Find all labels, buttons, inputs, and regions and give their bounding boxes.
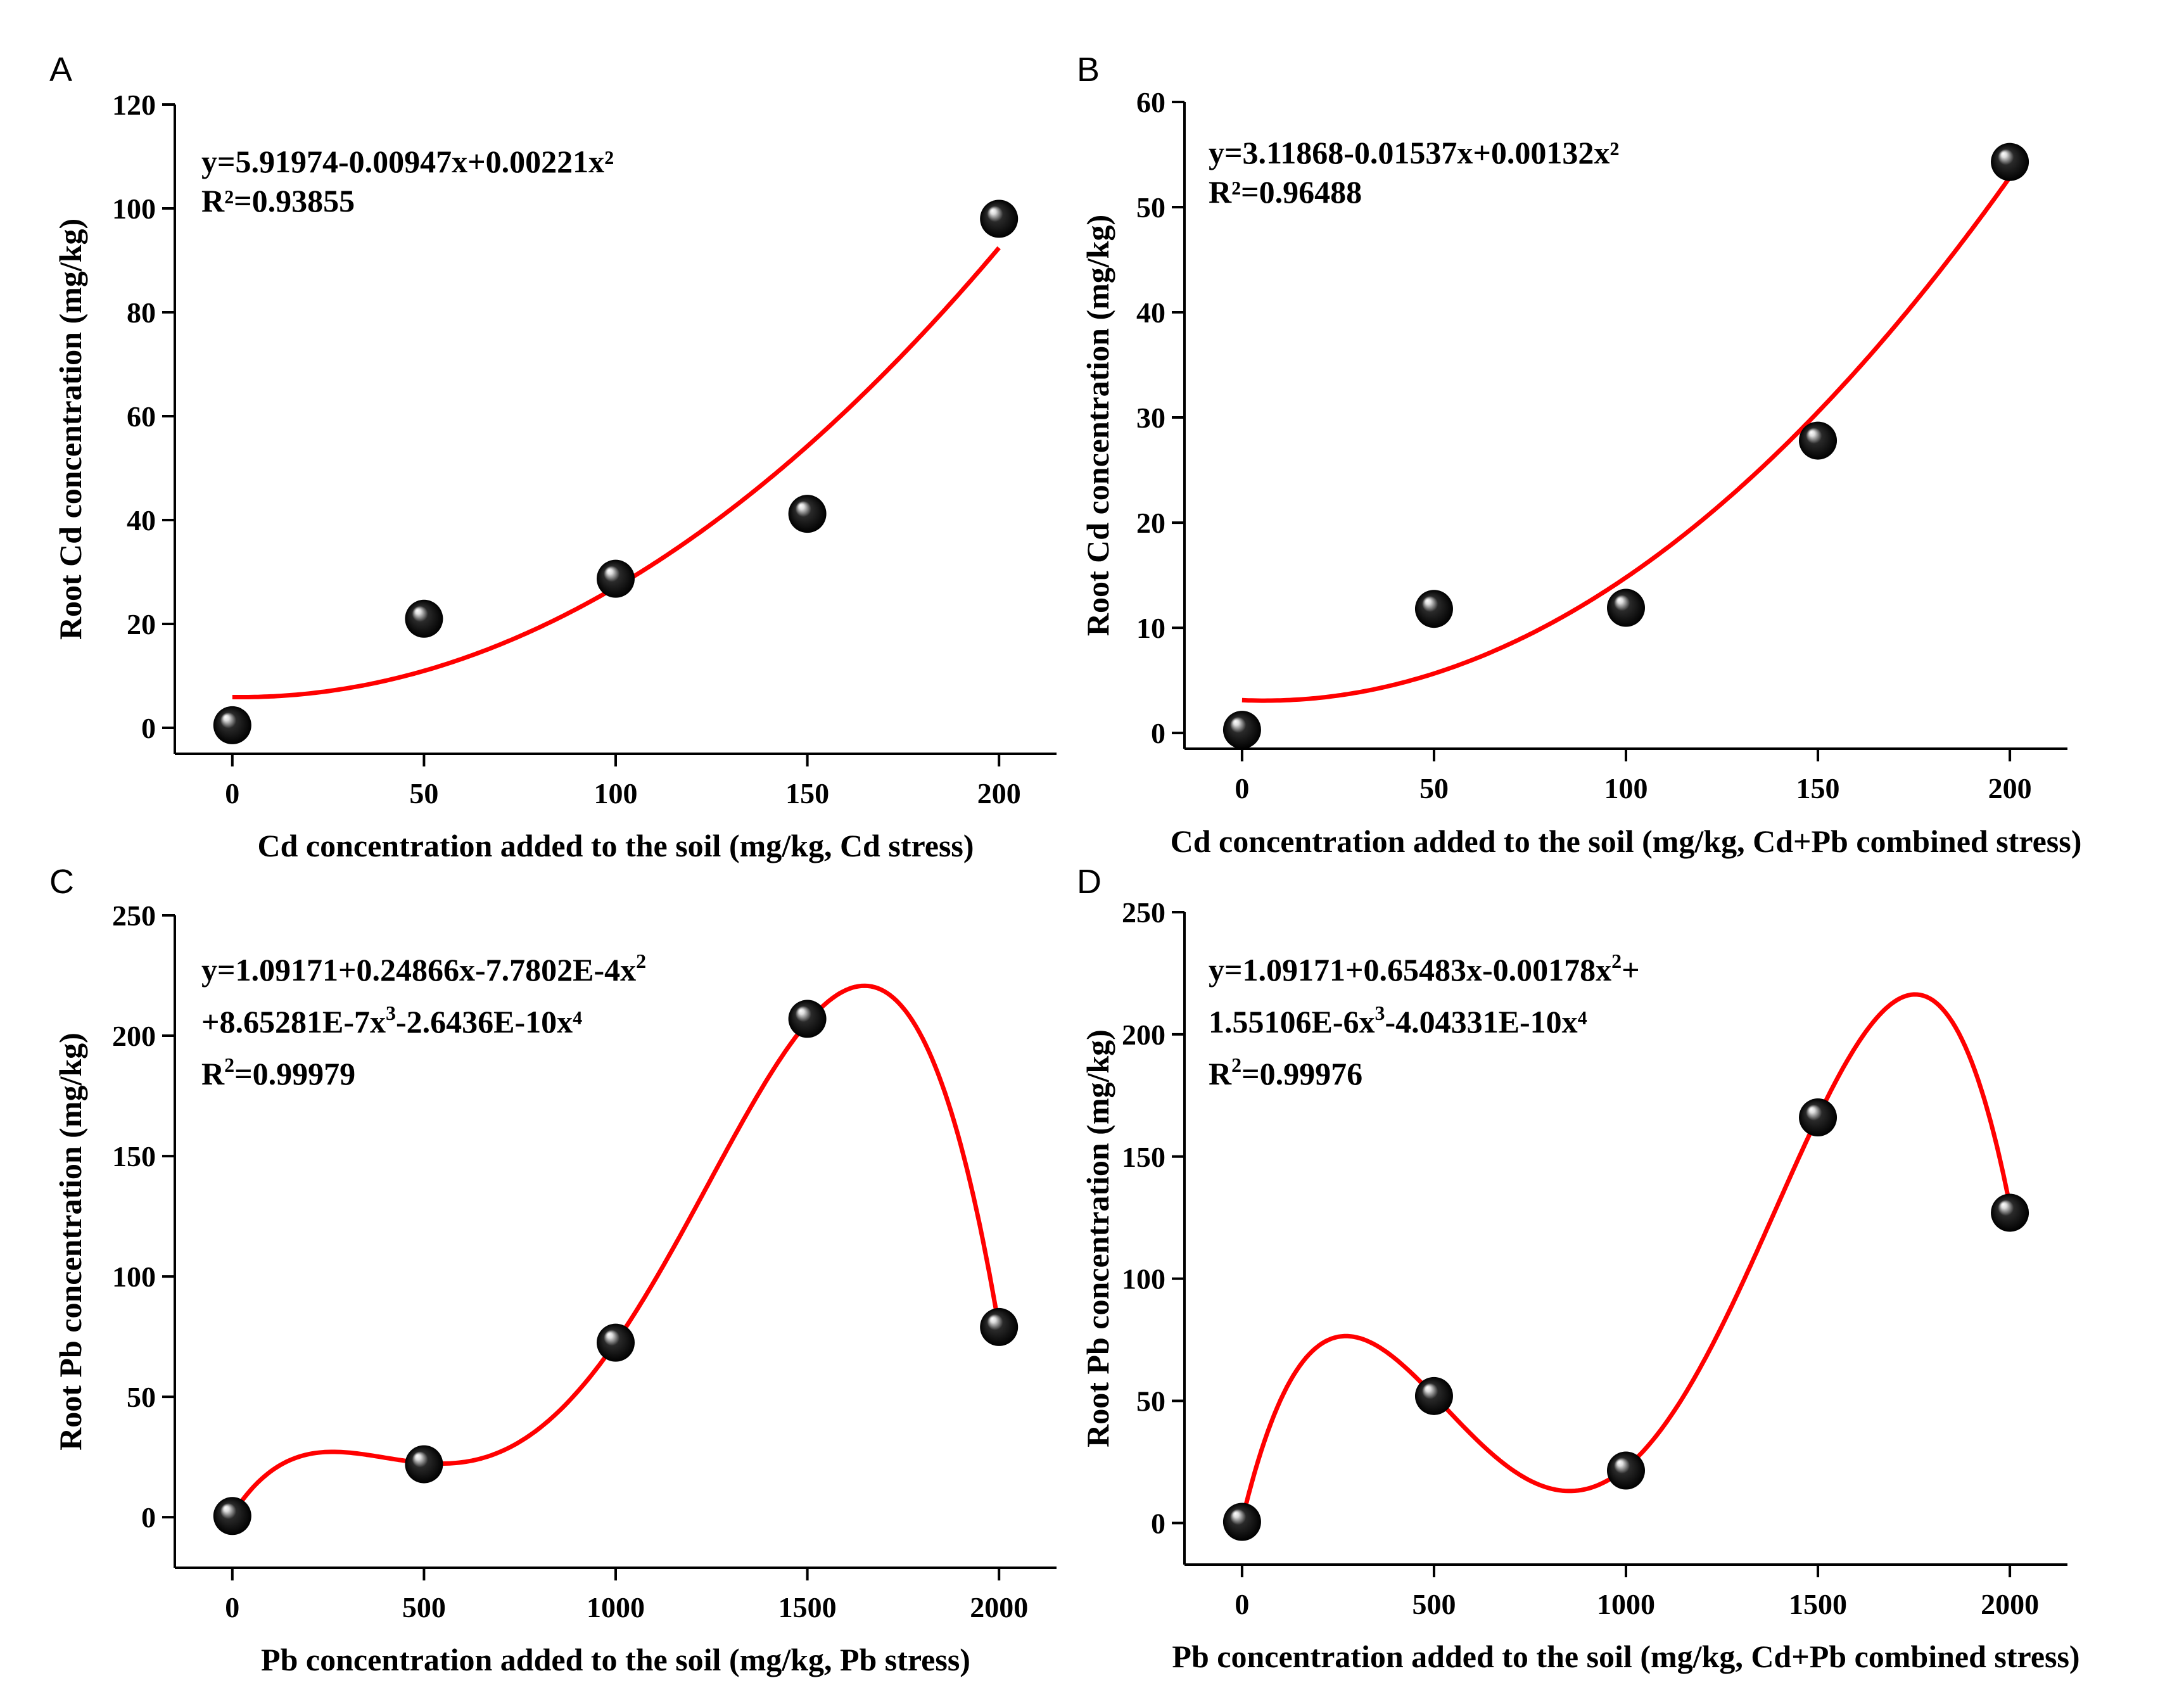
- data-point: [1991, 143, 2029, 181]
- x-tick-label: 500: [402, 1591, 446, 1624]
- x-tick-label: 1000: [1597, 1588, 1655, 1620]
- data-point: [597, 1323, 635, 1362]
- y-tick-label: 30: [1136, 402, 1165, 434]
- x-axis-title: Pb concentration added to the soil (mg/k…: [261, 1642, 970, 1677]
- y-tick-label: 50: [127, 1381, 156, 1413]
- x-tick-label: 200: [1988, 772, 2032, 804]
- equation-line: y=3.11868-0.01537x+0.00132x²: [1209, 135, 1619, 170]
- y-tick-label: 100: [112, 193, 156, 225]
- data-point: [1414, 590, 1453, 628]
- panel-letter: D: [1077, 863, 1102, 901]
- fit-curve: [232, 246, 1001, 699]
- y-tick-label: 40: [1136, 296, 1165, 329]
- equation-line: 1.55106E-6x3-4.04331E-10x⁴: [1209, 1001, 1587, 1039]
- data-point: [213, 706, 251, 744]
- equation-line: y=1.09171+0.65483x-0.00178x2+: [1209, 950, 1640, 988]
- y-tick-label: 0: [141, 1501, 156, 1534]
- equation-line: R²=0.96488: [1209, 174, 1362, 210]
- data-point: [1991, 1193, 2029, 1232]
- x-tick-label: 500: [1412, 1588, 1456, 1620]
- equation-line: y=5.91974-0.00947x+0.00221x²: [201, 144, 614, 179]
- y-tick-label: 20: [1136, 507, 1165, 539]
- data-point: [213, 1497, 251, 1535]
- data-point: [1799, 1098, 1838, 1137]
- y-tick-label: 50: [1136, 1385, 1165, 1418]
- chart-panel-d: D 0 50 100 150 200 250 0 500 1000 1500 2000 Pb conce…: [1077, 863, 2080, 1674]
- data-point: [405, 599, 443, 638]
- panel-letter: C: [49, 863, 74, 901]
- y-tick-label: 50: [1136, 191, 1165, 224]
- y-tick-label: 100: [1122, 1263, 1165, 1295]
- x-tick-label: 150: [1796, 772, 1840, 804]
- data-point: [1414, 1376, 1453, 1415]
- y-tick-label: 250: [112, 899, 156, 932]
- data-point: [1607, 1451, 1645, 1490]
- x-tick-label: 50: [1419, 772, 1449, 804]
- x-tick-label: 1500: [778, 1591, 837, 1624]
- data-point: [980, 1307, 1019, 1346]
- y-tick-label: 0: [1151, 717, 1165, 749]
- y-tick-label: 100: [112, 1261, 156, 1293]
- data-point: [788, 1000, 827, 1038]
- equation-line: R2=0.99979: [201, 1053, 355, 1091]
- chart-panel-b: B 0 10 20 30 40 50 60 0 50 100 150 200 Cd concentrati…: [1077, 51, 2081, 859]
- equation-line: R2=0.99976: [1209, 1053, 1362, 1091]
- panel-letter: B: [1077, 51, 1100, 89]
- y-tick-label: 0: [141, 712, 156, 744]
- x-tick-label: 1000: [587, 1591, 645, 1624]
- y-tick-label: 10: [1136, 612, 1165, 644]
- y-tick-label: 60: [1136, 86, 1165, 118]
- y-tick-label: 80: [127, 296, 156, 329]
- y-tick-label: 20: [127, 608, 156, 640]
- x-tick-label: 2000: [1981, 1588, 2039, 1620]
- y-axis-title: Root Cd concentration (mg/kg): [53, 219, 88, 640]
- data-point: [597, 559, 635, 598]
- data-point: [405, 1445, 443, 1484]
- y-tick-label: 250: [1122, 896, 1165, 929]
- y-tick-label: 0: [1151, 1507, 1165, 1539]
- x-tick-label: 150: [785, 777, 829, 810]
- x-tick-label: 100: [594, 777, 638, 810]
- data-point: [1222, 711, 1261, 749]
- equation-line: y=1.09171+0.24866x-7.7802E-4x2: [201, 950, 646, 988]
- x-axis-title: Cd concentration added to the soil (mg/k…: [1171, 823, 2082, 859]
- x-tick-label: 0: [225, 777, 239, 810]
- y-tick-label: 60: [127, 400, 156, 433]
- x-tick-label: 0: [1235, 772, 1249, 804]
- y-tick-label: 40: [127, 504, 156, 537]
- y-axis-title: Root Pb concentration (mg/kg): [53, 1033, 88, 1451]
- y-axis-title: Root Cd concentration (mg/kg): [1080, 215, 1115, 636]
- y-tick-label: 200: [1122, 1019, 1165, 1051]
- y-tick-label: 200: [112, 1020, 156, 1052]
- x-tick-label: 0: [1235, 1588, 1249, 1620]
- fit-curve: [1241, 175, 2012, 703]
- y-axis-title: Root Pb concentration (mg/kg): [1080, 1029, 1115, 1447]
- equation-line: +8.65281E-7x3-2.6436E-10x⁴: [201, 1001, 582, 1039]
- equation-line: R²=0.93855: [201, 183, 355, 219]
- data-point: [788, 495, 827, 533]
- data-point: [1799, 421, 1838, 460]
- y-tick-label: 120: [112, 89, 156, 121]
- panel-letter: A: [49, 51, 72, 89]
- x-tick-label: 50: [409, 777, 438, 810]
- x-axis-title: Cd concentration added to the soil (mg/k…: [257, 828, 974, 863]
- data-point: [1607, 588, 1645, 627]
- x-tick-label: 0: [225, 1591, 239, 1624]
- x-tick-label: 200: [977, 777, 1021, 810]
- data-point: [980, 200, 1019, 238]
- x-tick-label: 100: [1604, 772, 1648, 804]
- x-axis-title: Pb concentration added to the soil (mg/k…: [1172, 1639, 2079, 1674]
- y-tick-label: 150: [1122, 1141, 1165, 1173]
- x-tick-label: 1500: [1789, 1588, 1847, 1620]
- y-tick-label: 150: [112, 1140, 156, 1173]
- x-tick-label: 2000: [970, 1591, 1028, 1624]
- data-point: [1222, 1503, 1261, 1541]
